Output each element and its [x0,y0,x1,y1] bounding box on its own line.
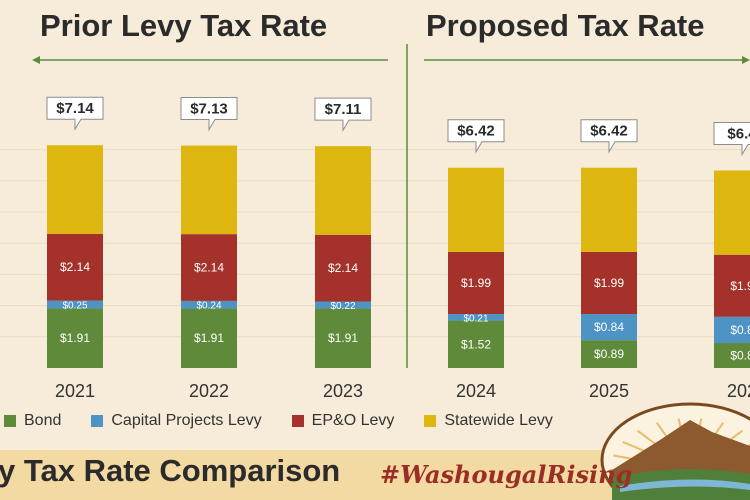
bar-segment [448,314,504,321]
total-label: $6.42 [590,123,628,140]
bar-segment [714,254,750,317]
data-label: $1.91 [328,331,358,345]
bar-segment [315,308,371,368]
bar-segment [47,300,103,309]
data-label: $1.99 [594,276,624,290]
data-label: $1.52 [461,337,491,351]
data-label: $0.84 [594,320,624,334]
washougal-logo [600,402,750,500]
total-label: $7.13 [190,101,228,118]
legend-entry: Statewide Levy [424,412,553,430]
bar-segment [315,146,371,235]
x-tick-label: 2024 [456,381,496,401]
legend-swatch [424,415,437,427]
proposed-rate-heading: Proposed Tax Rate [426,8,705,43]
legend-entry: EP&O Levy [291,412,395,430]
legend-swatch [291,415,304,427]
total-callout [580,119,638,154]
legend-swatch [4,415,16,427]
legend-swatch [91,415,104,427]
data-label: $2.14 [60,260,90,274]
data-label: $0.24 [196,301,221,312]
bar-segment [181,145,237,235]
x-tick-label: 2022 [189,381,229,401]
data-label: $0.8 [730,323,750,337]
data-label: $0.22 [330,301,355,312]
total-callout [180,97,238,132]
data-label: $2.14 [194,261,224,275]
data-label: $0.8 [730,349,750,363]
footer-title: y Tax Rate Comparison [0,453,341,488]
proposed-arrow-head [742,56,750,64]
x-tick-label: 2025 [589,381,629,401]
x-tick-label: 2023 [323,381,363,401]
bar-segment [581,314,637,341]
legend-label: Statewide Levy [444,412,553,429]
legend-entry: Bond [4,412,61,430]
prior-arrow-head [32,56,40,64]
bar-segment [581,340,637,368]
bar-segment [315,301,371,309]
bar-segment [581,167,637,252]
bar-segment [714,316,750,344]
bar-segment [714,170,750,255]
bar-segment [181,300,237,309]
total-label: $7.11 [325,101,362,118]
total-callout [46,96,104,132]
legend-entry: Capital Projects Levy [91,412,262,430]
total-label: $6.42 [457,123,495,140]
data-label: $0.21 [463,313,488,324]
data-label: $1.9 [730,279,750,293]
prior-levy-heading: Prior Levy Tax Rate [40,8,328,43]
bar-segment [47,145,103,234]
legend-label: Capital Projects Levy [111,412,262,429]
x-tick-label: 202 [727,381,750,401]
total-callout [713,122,750,157]
bar-segment [581,251,637,315]
washougal-hashtag: #WashougalRising [380,460,633,489]
bar-segment [448,167,504,252]
legend-label: EP&O Levy [311,412,395,429]
bar-segment [714,343,750,368]
data-label: $0.89 [594,347,624,361]
data-label: $1.91 [60,331,90,345]
bar-segment [47,308,103,368]
bar-segment [315,234,371,302]
bar-segment [47,233,103,301]
chart-legend: Bond Capital Projects Levy EP&O Levy Statew… [4,412,583,430]
data-label: $1.99 [461,276,491,290]
total-label: $6.4 [727,126,750,143]
bar-segment [448,320,504,368]
bar-segment [181,234,237,301]
legend-label: Bond [24,412,62,429]
total-label: $7.14 [56,100,94,117]
bar-segment [181,308,237,368]
total-callout [314,97,372,132]
data-label: $1.91 [194,331,224,345]
data-label: $2.14 [328,261,358,275]
data-label: $0.25 [62,301,87,312]
bar-segment [448,251,504,315]
logo-river [620,479,750,492]
x-tick-label: 2021 [55,381,95,401]
total-callout [447,119,505,154]
